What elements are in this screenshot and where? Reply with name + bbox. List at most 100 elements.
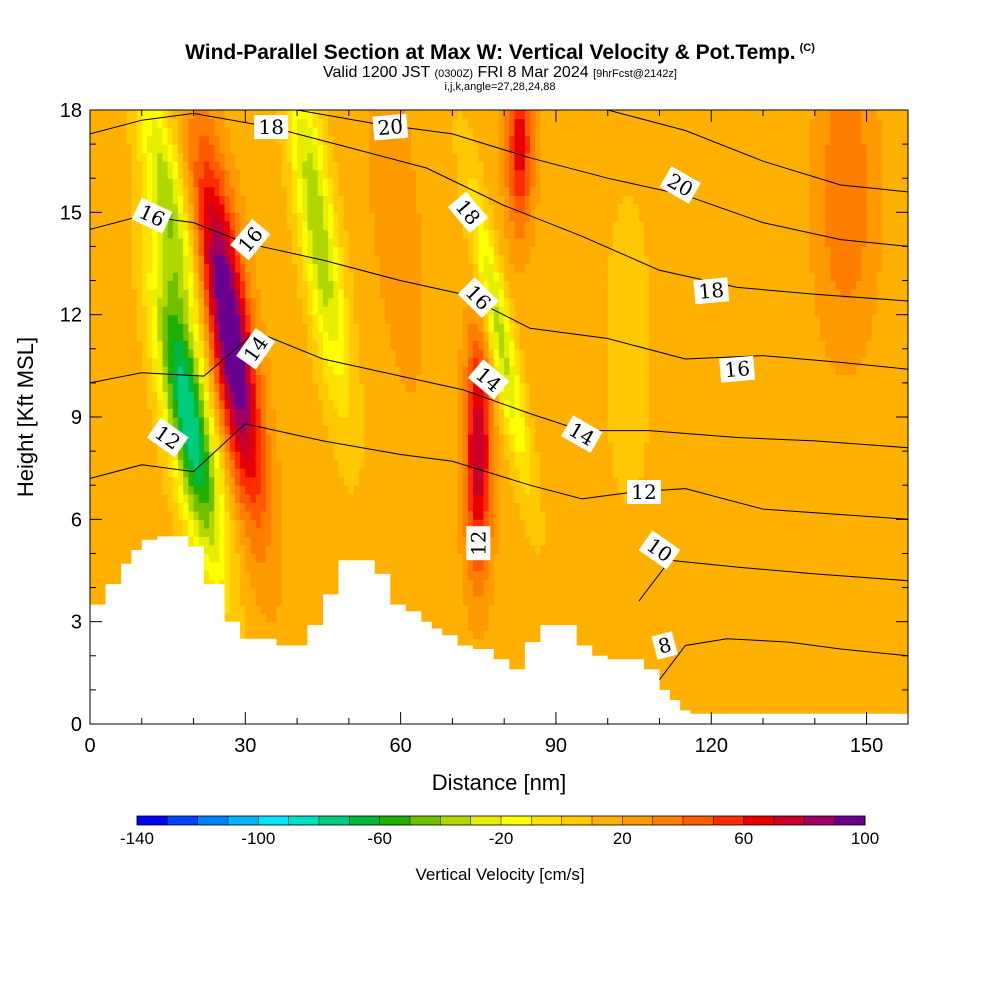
velocity-cell bbox=[115, 527, 122, 537]
velocity-cell bbox=[374, 272, 381, 282]
velocity-cell bbox=[162, 255, 169, 265]
velocity-cell bbox=[431, 468, 438, 478]
velocity-cell bbox=[436, 382, 443, 392]
velocity-cell bbox=[354, 169, 360, 179]
velocity-cell bbox=[188, 459, 195, 469]
velocity-cell bbox=[328, 587, 334, 597]
velocity-cell bbox=[354, 417, 360, 427]
velocity-cell bbox=[405, 399, 412, 409]
velocity-cell bbox=[286, 510, 293, 520]
velocity-cell bbox=[317, 476, 324, 486]
velocity-cell bbox=[297, 220, 303, 230]
velocity-cell bbox=[240, 408, 246, 418]
velocity-cell bbox=[416, 340, 422, 350]
velocity-cell bbox=[214, 399, 221, 409]
velocity-cell bbox=[405, 604, 412, 614]
velocity-cell bbox=[328, 178, 334, 188]
velocity-cell bbox=[110, 152, 117, 162]
velocity-cell bbox=[245, 451, 252, 461]
velocity-cell bbox=[359, 178, 365, 188]
velocity-cell bbox=[317, 510, 324, 520]
velocity-cell bbox=[369, 110, 376, 120]
velocity-cell bbox=[162, 169, 169, 179]
velocity-cell bbox=[354, 502, 360, 512]
velocity-cell bbox=[385, 451, 391, 461]
velocity-cell bbox=[333, 331, 340, 341]
velocity-cell bbox=[281, 220, 288, 230]
velocity-cell bbox=[126, 135, 132, 145]
velocity-cell bbox=[286, 246, 293, 256]
velocity-cell bbox=[390, 408, 397, 418]
velocity-cell bbox=[157, 468, 164, 478]
velocity-cell bbox=[152, 408, 158, 418]
velocity-cell bbox=[110, 127, 117, 137]
velocity-cell bbox=[198, 263, 205, 273]
velocity-cell bbox=[426, 417, 433, 427]
velocity-cell bbox=[312, 263, 319, 273]
velocity-cell bbox=[141, 127, 148, 137]
velocity-cell bbox=[328, 246, 334, 256]
velocity-cell bbox=[214, 272, 221, 282]
velocity-cell bbox=[369, 186, 376, 196]
velocity-cell bbox=[110, 485, 117, 495]
velocity-cell bbox=[126, 297, 132, 307]
velocity-cell bbox=[146, 169, 153, 179]
velocity-cell bbox=[183, 382, 189, 392]
velocity-cell bbox=[369, 527, 376, 537]
velocity-cell bbox=[105, 272, 112, 282]
velocity-cell bbox=[395, 161, 402, 171]
velocity-cell bbox=[198, 434, 205, 444]
velocity-cell bbox=[297, 391, 303, 401]
velocity-cell bbox=[395, 237, 402, 247]
velocity-cell bbox=[115, 519, 122, 529]
velocity-cell bbox=[131, 331, 138, 341]
velocity-cell bbox=[405, 110, 412, 120]
velocity-cell bbox=[307, 323, 314, 333]
velocity-cell bbox=[442, 348, 448, 358]
velocity-cell bbox=[121, 212, 127, 222]
velocity-cell bbox=[266, 459, 272, 469]
velocity-cell bbox=[255, 161, 262, 171]
velocity-cell bbox=[121, 323, 127, 333]
velocity-cell bbox=[214, 237, 221, 247]
velocity-cell bbox=[235, 391, 241, 401]
velocity-cell bbox=[281, 451, 288, 461]
velocity-cell bbox=[209, 527, 215, 537]
velocity-cell bbox=[276, 434, 283, 444]
velocity-cell bbox=[436, 127, 443, 137]
velocity-cell bbox=[416, 314, 422, 324]
velocity-cell bbox=[442, 263, 448, 273]
velocity-cell bbox=[146, 289, 153, 299]
velocity-cell bbox=[390, 280, 397, 290]
velocity-cell bbox=[307, 613, 314, 623]
velocity-cell bbox=[379, 553, 386, 563]
velocity-cell bbox=[385, 544, 391, 554]
velocity-cell bbox=[328, 314, 334, 324]
velocity-cell bbox=[121, 195, 127, 205]
velocity-cell bbox=[421, 195, 428, 205]
velocity-cell bbox=[338, 357, 345, 367]
velocity-cell bbox=[442, 212, 448, 222]
velocity-cell bbox=[302, 246, 309, 256]
velocity-cell bbox=[131, 203, 138, 213]
velocity-cell bbox=[369, 212, 376, 222]
velocity-cell bbox=[421, 212, 428, 222]
velocity-cell bbox=[172, 280, 179, 290]
velocity-cell bbox=[421, 510, 428, 520]
velocity-cell bbox=[245, 621, 252, 631]
velocity-cell bbox=[416, 417, 422, 427]
velocity-cell bbox=[260, 186, 267, 196]
velocity-cell bbox=[271, 195, 277, 205]
velocity-cell bbox=[390, 468, 397, 478]
velocity-cell bbox=[95, 246, 101, 256]
velocity-cell bbox=[286, 468, 293, 478]
velocity-cell bbox=[131, 434, 138, 444]
velocity-cell bbox=[209, 544, 215, 554]
velocity-cell bbox=[183, 186, 189, 196]
velocity-cell bbox=[198, 348, 205, 358]
velocity-cell bbox=[162, 127, 169, 137]
velocity-cell bbox=[90, 306, 96, 316]
velocity-cell bbox=[235, 587, 241, 597]
velocity-cell bbox=[271, 604, 277, 614]
velocity-cell bbox=[369, 144, 376, 154]
